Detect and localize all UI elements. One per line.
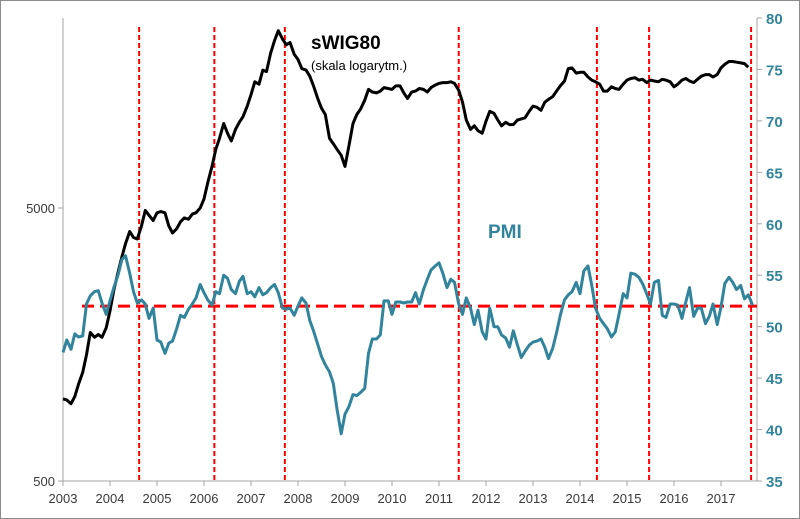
right-axis-tick-label: 55	[766, 268, 783, 285]
chart-title: sWIG80	[311, 33, 381, 54]
x-axis-tick-label: 2010	[378, 491, 407, 506]
pmi-line	[61, 254, 754, 436]
vertical-reference-lines	[138, 27, 753, 481]
right-axis-tick-label: 65	[766, 165, 783, 182]
x-axis-tick-label: 2014	[566, 491, 595, 506]
series-layer	[61, 29, 754, 436]
x-axis-tick-label: 2009	[331, 491, 360, 506]
x-axis-tick-label: 2007	[237, 491, 266, 506]
x-axis-tick-label: 2013	[519, 491, 548, 506]
x-axis-tick-label: 2005	[143, 491, 172, 506]
right-axis-tick-label: 70	[766, 114, 783, 131]
x-axis-tick-label: 2003	[49, 491, 78, 506]
swig80-line	[62, 29, 750, 406]
x-axis-tick-label: 2006	[190, 491, 219, 506]
x-axis-tick-label: 2016	[660, 491, 689, 506]
right-axis-tick-label: 35	[766, 474, 783, 491]
right-axis-tick-label: 75	[766, 62, 783, 79]
x-axis-tick-label: 2008	[284, 491, 313, 506]
axes: 500 5000 35 40 45 50 55 60 65 70 75 80 2003 2004 2005 2…	[26, 11, 783, 506]
pmi-series-label: PMI	[488, 222, 522, 243]
x-axis-tick-label: 2011	[425, 491, 453, 506]
right-axis-tick-label: 60	[766, 217, 783, 234]
x-axis-tick-label: 2012	[472, 491, 501, 506]
right-axis-tick-label: 40	[766, 423, 783, 440]
right-axis-tick-label: 50	[766, 320, 783, 337]
left-axis-tick-label: 500	[33, 474, 55, 489]
chart-subtitle: (skala logarytm.)	[311, 58, 407, 73]
right-axis-tick-label: 45	[766, 371, 783, 388]
x-axis-tick-label: 2017	[707, 491, 736, 506]
labels: sWIG80 (skala logarytm.) PMI	[311, 33, 522, 243]
x-axis-tick-label: 2015	[613, 491, 642, 506]
left-axis-tick-label: 5000	[26, 201, 55, 216]
x-axis-tick-label: 2004	[96, 491, 125, 506]
right-axis-tick-label: 80	[766, 11, 783, 28]
